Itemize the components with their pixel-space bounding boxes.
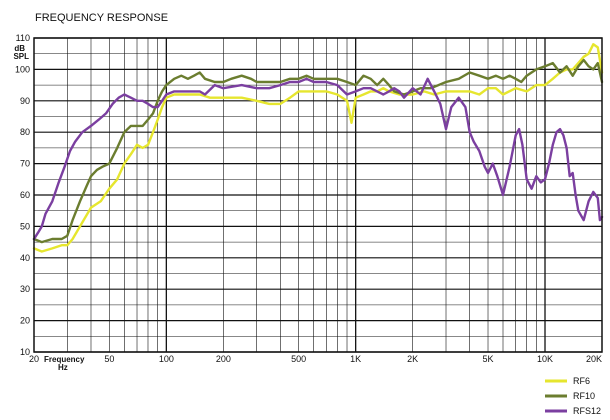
y-tick-label: 90 bbox=[20, 96, 30, 106]
y-tick-label: 20 bbox=[20, 316, 30, 326]
x-tick-label: 200 bbox=[216, 354, 231, 364]
y-tick-label: 110 bbox=[16, 33, 30, 43]
legend-label-rf10: RF10 bbox=[573, 391, 595, 401]
y-axis-label-line-2: SPL bbox=[13, 52, 29, 61]
series-line-rf6 bbox=[32, 43, 604, 253]
y-tick-label: 60 bbox=[20, 190, 30, 200]
legend-label-rf6: RF6 bbox=[573, 376, 590, 386]
x-tick-labels: 20 50 100 200 500 1K 2K 5K 10K 20K bbox=[29, 354, 602, 364]
series-lines bbox=[32, 43, 604, 253]
x-tick-label: 20K bbox=[586, 354, 602, 364]
legend: RF6 RF10 RFS12 bbox=[545, 376, 601, 416]
series-line-rf10 bbox=[32, 58, 604, 244]
legend-label-rfs12: RFS12 bbox=[573, 406, 601, 416]
x-tick-label: 2K bbox=[407, 354, 418, 364]
grid-lines bbox=[33, 37, 603, 353]
x-tick-label: 5K bbox=[483, 354, 494, 364]
y-tick-label: 40 bbox=[20, 253, 30, 263]
x-tick-label: 10K bbox=[537, 354, 553, 364]
y-tick-labels: 10 20 30 40 50 60 70 80 90 100 110 bbox=[15, 33, 30, 357]
x-tick-label: 1K bbox=[350, 354, 361, 364]
y-tick-label: 10 bbox=[20, 347, 30, 357]
y-tick-label: 100 bbox=[15, 64, 30, 74]
plot-frame bbox=[33, 37, 603, 353]
x-tick-label: 500 bbox=[291, 354, 306, 364]
chart-title: FREQUENCY RESPONSE bbox=[35, 12, 168, 24]
x-tick-label: 50 bbox=[104, 354, 114, 364]
y-tick-label: 80 bbox=[20, 127, 30, 137]
x-tick-label: 20 bbox=[29, 354, 39, 364]
y-tick-label: 50 bbox=[20, 221, 30, 231]
series-line-rfs12 bbox=[32, 77, 604, 241]
y-axis-label-line-1: dB bbox=[14, 44, 25, 53]
y-tick-label: 70 bbox=[20, 159, 30, 169]
x-axis-label-line-2: Hz bbox=[58, 363, 68, 372]
y-tick-label: 30 bbox=[20, 284, 30, 294]
x-axis-label-line-1: Frequency bbox=[44, 355, 85, 364]
x-tick-label: 100 bbox=[159, 354, 174, 364]
